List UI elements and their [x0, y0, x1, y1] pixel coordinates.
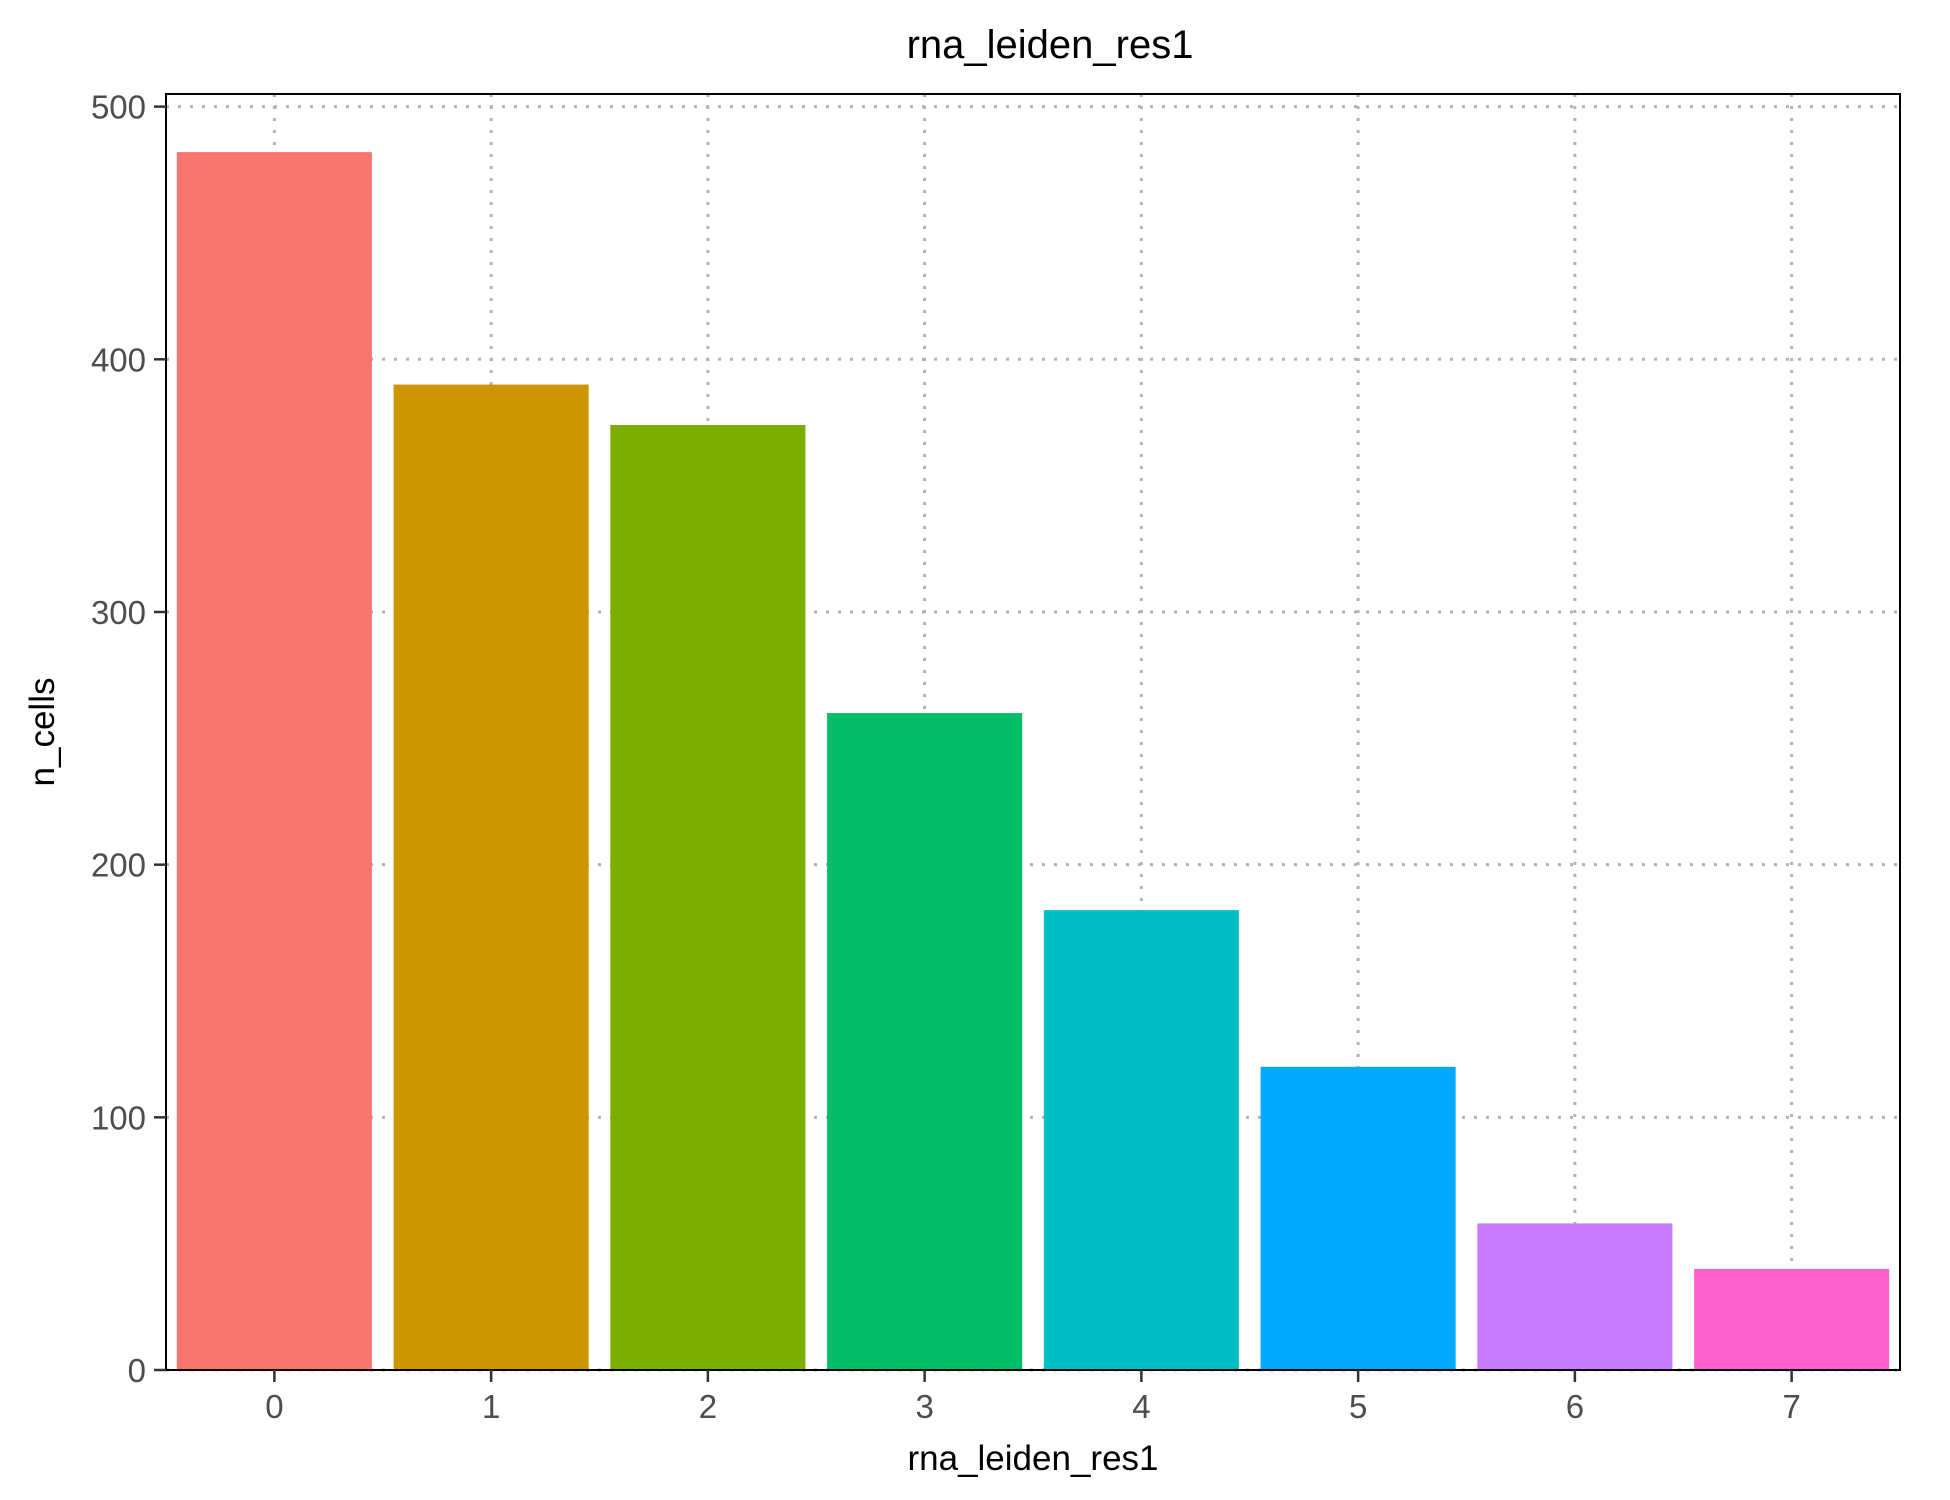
y-tick-label-4: 400: [91, 341, 146, 378]
x-tick-label-4: 4: [1132, 1388, 1150, 1425]
x-tick-label-6: 6: [1566, 1388, 1584, 1425]
bar-5: [1260, 1066, 1456, 1370]
bar-7: [1694, 1268, 1890, 1370]
bar-6: [1477, 1223, 1673, 1370]
y-tick-label-3: 300: [91, 594, 146, 631]
x-tick-label-3: 3: [915, 1388, 933, 1425]
y-tick-label-1: 100: [91, 1099, 146, 1136]
bars: [176, 152, 1890, 1371]
bar-3: [827, 713, 1023, 1370]
y-axis-title: n_cells: [23, 678, 62, 787]
y-tick-label-2: 200: [91, 847, 146, 884]
y-tick-label-5: 500: [91, 89, 146, 126]
x-tick-label-1: 1: [482, 1388, 500, 1425]
bar-0: [176, 152, 372, 1370]
chart-title: rna_leiden_res1: [907, 23, 1194, 67]
bar-2: [610, 425, 806, 1371]
plot-panel: [165, 93, 1901, 1371]
x-tick-label-0: 0: [265, 1388, 283, 1425]
bar-4: [1043, 910, 1239, 1370]
x-tick-label-5: 5: [1349, 1388, 1367, 1425]
x-axis: 0 1 2 3 4 5 6 7: [265, 1370, 1801, 1425]
x-tick-label-7: 7: [1782, 1388, 1800, 1425]
x-axis-title: rna_leiden_res1: [907, 1439, 1158, 1478]
y-axis: 0 100 200 300 400 500: [91, 89, 166, 1389]
x-tick-label-2: 2: [699, 1388, 717, 1425]
bar-1: [393, 384, 589, 1371]
y-tick-label-0: 0: [128, 1352, 146, 1389]
